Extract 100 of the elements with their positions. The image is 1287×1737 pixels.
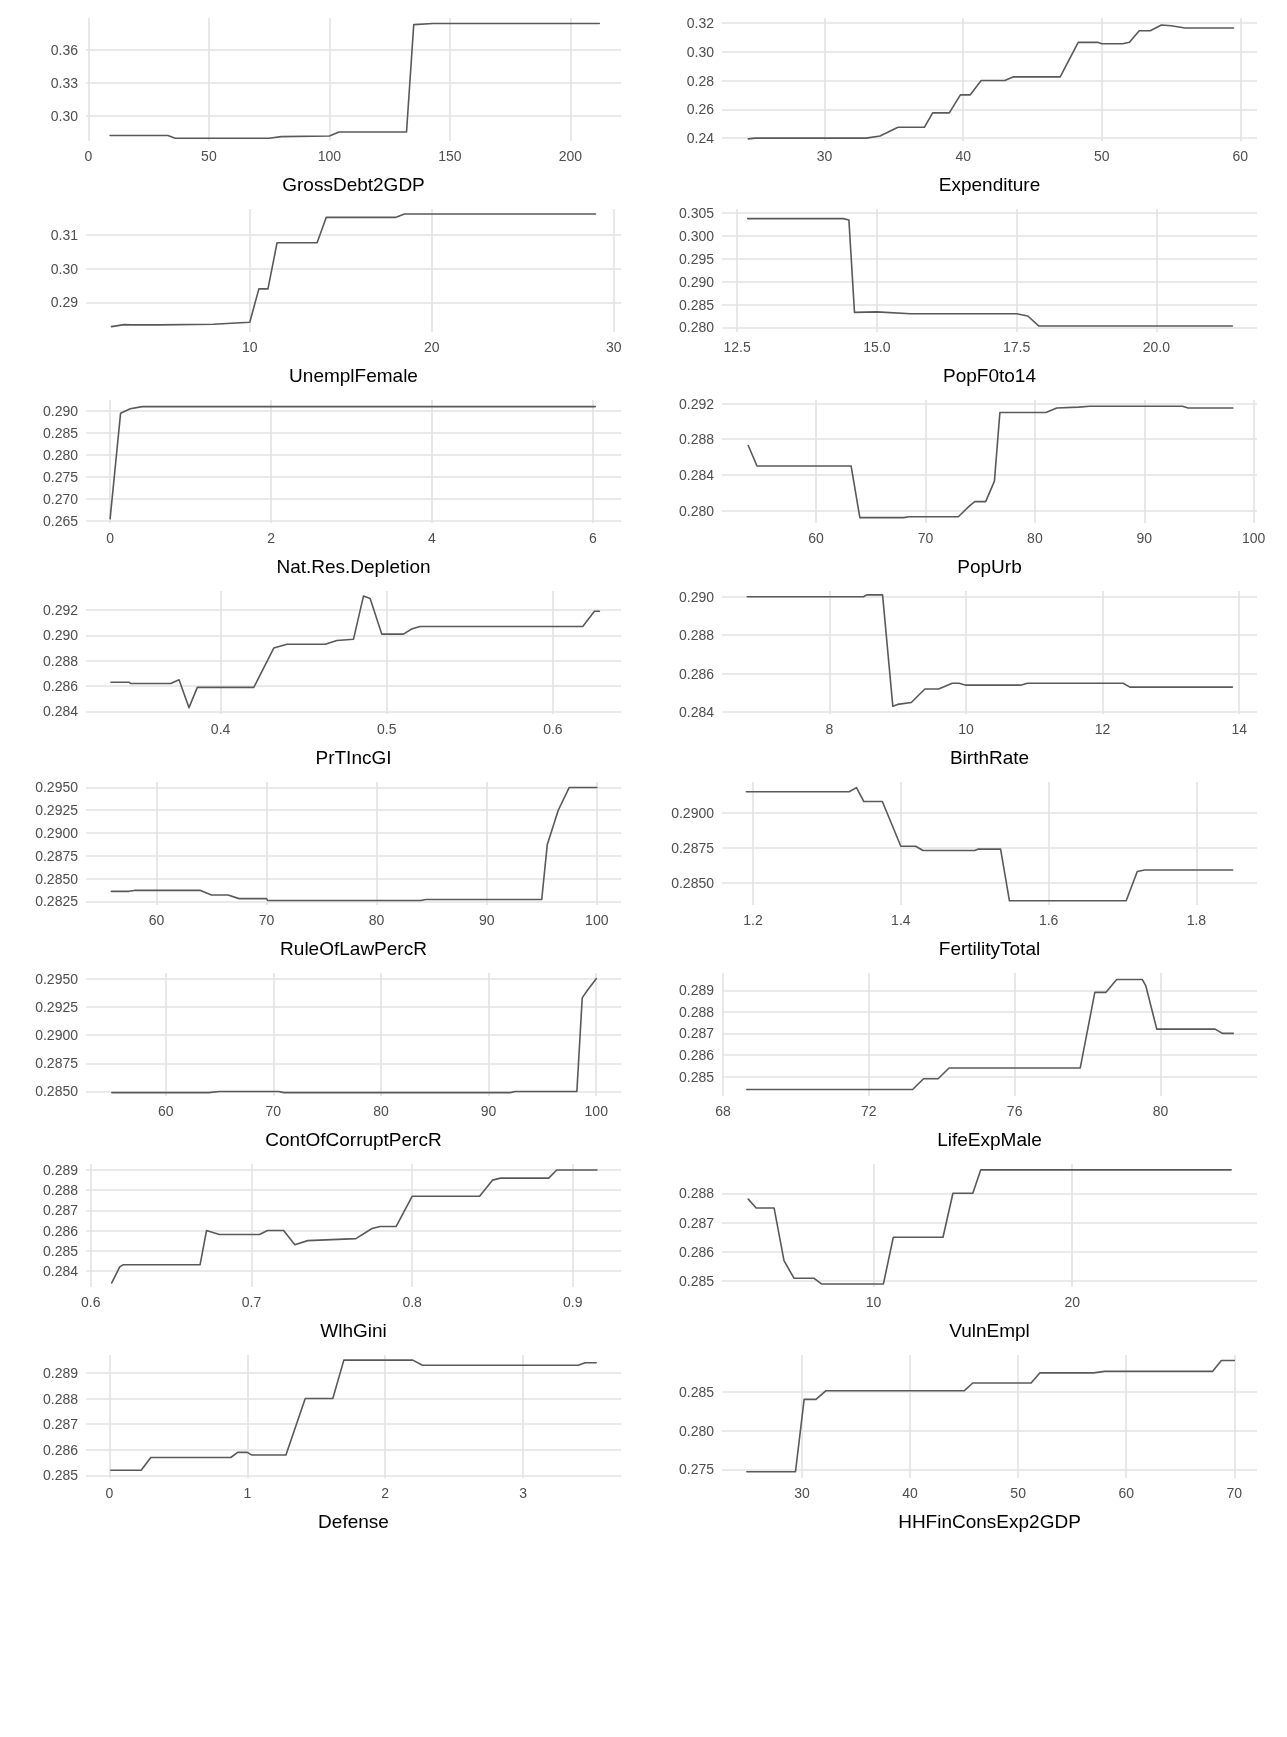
x-tick-label: 50 xyxy=(1093,148,1110,164)
x-tick-label: 100 xyxy=(1242,530,1266,546)
line-series xyxy=(109,22,601,140)
x-tick-label: 90 xyxy=(478,912,495,928)
y-tick-label: 0.31 xyxy=(50,226,79,243)
x-tick-label: 68 xyxy=(715,1103,732,1119)
y-tick-label: 0.2925 xyxy=(35,802,79,819)
y-tick-label: 0.290 xyxy=(678,588,715,605)
y-tick-label: 0.288 xyxy=(42,1390,79,1407)
y-tick-label: 0.305 xyxy=(678,205,715,222)
line-series xyxy=(745,786,1234,902)
x-tick-label: 0.5 xyxy=(377,721,397,737)
y-tick-label: 0.286 xyxy=(678,1243,715,1260)
line-series xyxy=(110,213,597,328)
x-tick-label: 0 xyxy=(105,1485,114,1501)
y-tick-label: 0.288 xyxy=(678,1003,715,1020)
x-tick-label: 40 xyxy=(902,1485,919,1501)
x-tick-label: 12.5 xyxy=(723,339,751,355)
x-axis-title: ContOfCorruptPercR xyxy=(265,1129,442,1150)
x-tick-label: 0.6 xyxy=(543,721,563,737)
x-tick-label: 1.4 xyxy=(891,912,911,928)
y-tick-label: 0.2850 xyxy=(35,1083,79,1100)
y-tick-label: 0.2875 xyxy=(35,847,79,864)
x-tick-label: 50 xyxy=(201,148,217,164)
x-axis-title: UnemplFemale xyxy=(289,365,418,386)
y-tick-label: 0.280 xyxy=(42,446,79,463)
line-series xyxy=(746,1359,1236,1473)
line-series xyxy=(746,217,1234,327)
y-tick-label: 0.284 xyxy=(42,703,79,720)
x-tick-label: 80 xyxy=(1027,530,1043,546)
line-series xyxy=(747,24,1235,140)
x-tick-label: 0 xyxy=(84,148,93,164)
x-tick-label: 70 xyxy=(1226,1485,1243,1501)
x-tick-label: 1 xyxy=(243,1485,252,1501)
y-tick-label: 0.292 xyxy=(678,395,715,412)
x-tick-label: 30 xyxy=(794,1485,810,1501)
y-tick-label: 0.290 xyxy=(678,273,715,290)
x-tick-label: 0.8 xyxy=(402,1294,423,1310)
y-tick-label: 0.30 xyxy=(50,260,79,277)
x-tick-label: 30 xyxy=(605,339,622,355)
y-tick-label: 0.280 xyxy=(678,502,715,519)
y-tick-label: 0.2900 xyxy=(35,825,79,842)
x-tick-label: 15.0 xyxy=(863,339,891,355)
x-axis-title: PopF0to14 xyxy=(943,365,1037,386)
y-tick-label: 0.2925 xyxy=(35,998,79,1015)
line-series xyxy=(747,1169,1232,1285)
x-tick-label: 80 xyxy=(373,1103,389,1119)
x-tick-label: 100 xyxy=(317,148,342,164)
y-tick-label: 0.288 xyxy=(678,1185,715,1202)
x-tick-label: 10 xyxy=(865,1294,882,1310)
x-tick-label: 14 xyxy=(1231,721,1248,737)
y-tick-label: 0.287 xyxy=(42,1202,79,1219)
y-tick-label: 0.285 xyxy=(678,296,715,313)
x-tick-label: 0.9 xyxy=(563,1294,583,1310)
x-tick-label: 1.6 xyxy=(1038,912,1059,928)
y-tick-label: 0.284 xyxy=(678,466,715,483)
y-tick-label: 0.287 xyxy=(678,1025,715,1042)
line-series xyxy=(110,1359,597,1472)
x-tick-label: 70 xyxy=(917,530,934,546)
x-tick-label: 6 xyxy=(588,530,597,546)
line-series xyxy=(746,594,1234,708)
x-axis-title: RuleOfLawPercR xyxy=(280,938,427,959)
x-tick-label: 12 xyxy=(1094,721,1111,737)
y-tick-label: 0.2850 xyxy=(35,870,79,887)
x-tick-label: 100 xyxy=(584,1103,609,1119)
y-tick-label: 0.2900 xyxy=(671,804,715,821)
line-series xyxy=(747,405,1234,519)
y-tick-label: 0.289 xyxy=(42,1162,79,1179)
x-tick-label: 76 xyxy=(1006,1103,1023,1119)
x-tick-label: 60 xyxy=(157,1103,174,1119)
y-tick-label: 0.288 xyxy=(42,652,79,669)
x-tick-label: 3 xyxy=(519,1485,528,1501)
x-axis-title: Expenditure xyxy=(938,174,1041,195)
x-tick-label: 80 xyxy=(1152,1103,1169,1119)
x-tick-label: 0.7 xyxy=(241,1294,262,1310)
x-tick-label: 1.8 xyxy=(1186,912,1207,928)
x-axis-title: BirthRate xyxy=(949,747,1030,768)
y-tick-label: 0.24 xyxy=(686,130,715,147)
x-axis-title: Nat.Res.Depletion xyxy=(276,556,431,577)
x-tick-label: 10 xyxy=(958,721,974,737)
y-tick-label: 0.26 xyxy=(686,101,715,118)
x-tick-label: 80 xyxy=(368,912,385,928)
y-tick-label: 0.288 xyxy=(42,1182,79,1199)
x-tick-label: 40 xyxy=(955,148,972,164)
x-tick-label: 2 xyxy=(267,530,276,546)
x-tick-label: 50 xyxy=(1010,1485,1027,1501)
y-tick-label: 0.285 xyxy=(42,1467,79,1484)
y-tick-label: 0.285 xyxy=(678,1383,715,1400)
line-series xyxy=(110,595,601,709)
x-tick-label: 150 xyxy=(438,148,462,164)
y-tick-label: 0.286 xyxy=(678,665,715,682)
y-tick-label: 0.285 xyxy=(678,1068,715,1085)
x-axis-title: FertilityTotal xyxy=(938,938,1041,959)
y-tick-label: 0.285 xyxy=(42,424,79,441)
x-tick-label: 90 xyxy=(1136,530,1153,546)
y-tick-label: 0.32 xyxy=(686,14,715,31)
x-tick-label: 0.4 xyxy=(210,721,231,737)
x-tick-label: 17.5 xyxy=(1002,339,1031,355)
y-tick-label: 0.284 xyxy=(42,1262,79,1279)
y-tick-label: 0.295 xyxy=(678,250,715,267)
